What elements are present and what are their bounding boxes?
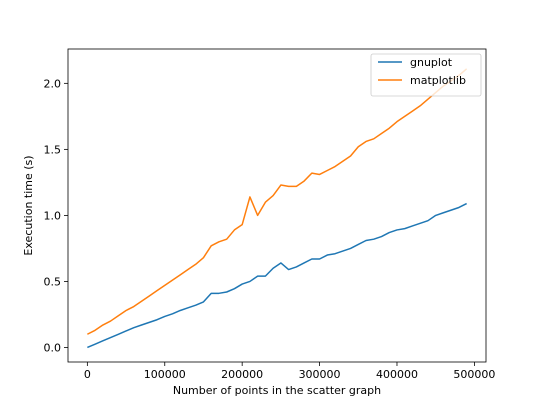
- y-tick-label: 0.5: [44, 275, 62, 288]
- y-axis: 0.0 0.5 1.0 1.5 2.0: [44, 77, 68, 354]
- legend-label-matplotlib: matplotlib: [410, 74, 466, 87]
- legend: gnuplot matplotlib: [370, 53, 482, 97]
- y-tick-label: 1.5: [44, 143, 62, 156]
- series-line-gnuplot: [87, 202, 467, 349]
- y-tick-label: 0.0: [44, 341, 62, 354]
- y-tick-label: 2.0: [44, 77, 62, 90]
- legend-label-gnuplot: gnuplot: [410, 56, 453, 69]
- x-tick-label: 100000: [144, 368, 186, 381]
- x-tick-label: 500000: [453, 368, 495, 381]
- x-tick-label: 200000: [221, 368, 263, 381]
- series-line-matplotlib: [87, 68, 468, 335]
- x-axis-title: Number of points in the scatter graph: [173, 384, 381, 397]
- x-tick-label: 300000: [299, 368, 341, 381]
- x-tick-label: 0: [84, 368, 91, 381]
- y-tick-label: 1.0: [44, 209, 62, 222]
- x-tick-label: 400000: [376, 368, 418, 381]
- x-axis: 0 100000 200000 300000 400000 500000: [84, 362, 495, 381]
- legend-box: [370, 53, 482, 97]
- y-axis-title: Execution time (s): [22, 155, 35, 255]
- series-lines: [87, 68, 468, 349]
- plot-area-frame: [67, 48, 487, 363]
